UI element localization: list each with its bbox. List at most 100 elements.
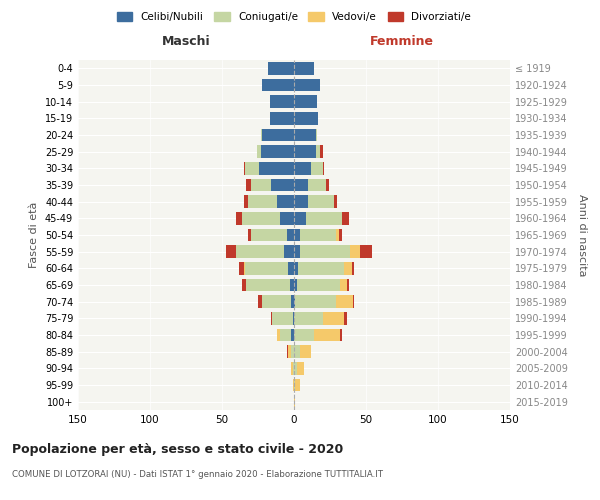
Bar [269, 112, 294, 124]
Bar [294, 379, 295, 391]
Bar [323, 162, 324, 174]
Bar [245, 262, 288, 274]
Bar [244, 196, 248, 208]
Bar [300, 246, 350, 258]
Bar [300, 346, 311, 358]
Bar [269, 96, 294, 108]
Text: Maschi: Maschi [161, 36, 211, 49]
Bar [316, 128, 317, 141]
Bar [294, 96, 317, 108]
Bar [344, 262, 352, 274]
Bar [288, 346, 291, 358]
Bar [294, 79, 320, 92]
Bar [291, 362, 293, 374]
Bar [271, 312, 272, 324]
Bar [257, 146, 261, 158]
Bar [262, 128, 294, 141]
Bar [294, 262, 298, 274]
Bar [360, 246, 372, 258]
Bar [262, 296, 291, 308]
Bar [336, 296, 353, 308]
Bar [268, 62, 294, 74]
Bar [248, 196, 277, 208]
Bar [326, 179, 329, 191]
Bar [340, 279, 347, 291]
Bar [294, 329, 314, 341]
Bar [280, 329, 291, 341]
Bar [287, 229, 294, 241]
Bar [293, 312, 294, 324]
Bar [236, 246, 284, 258]
Bar [259, 162, 294, 174]
Bar [311, 162, 323, 174]
Bar [247, 179, 251, 191]
Bar [294, 396, 295, 408]
Bar [347, 279, 349, 291]
Bar [320, 146, 323, 158]
Bar [294, 279, 297, 291]
Bar [295, 296, 336, 308]
Legend: Celibi/Nubili, Coniugati/e, Vedovi/e, Divorziati/e: Celibi/Nubili, Coniugati/e, Vedovi/e, Di… [113, 8, 475, 26]
Bar [287, 346, 288, 358]
Bar [271, 179, 294, 191]
Bar [258, 296, 262, 308]
Bar [294, 146, 316, 158]
Bar [251, 179, 271, 191]
Bar [294, 179, 308, 191]
Y-axis label: Anni di nascita: Anni di nascita [577, 194, 587, 276]
Bar [244, 262, 245, 274]
Bar [290, 279, 294, 291]
Bar [350, 246, 360, 258]
Bar [226, 246, 236, 258]
Bar [245, 162, 259, 174]
Bar [293, 379, 294, 391]
Bar [294, 62, 314, 74]
Bar [293, 362, 294, 374]
Bar [248, 229, 251, 241]
Bar [239, 262, 244, 274]
Bar [294, 212, 305, 224]
Bar [341, 212, 349, 224]
Bar [294, 362, 297, 374]
Bar [323, 312, 344, 324]
Bar [308, 196, 334, 208]
Bar [242, 212, 280, 224]
Bar [294, 229, 300, 241]
Y-axis label: Fasce di età: Fasce di età [29, 202, 39, 268]
Bar [305, 212, 341, 224]
Bar [308, 179, 326, 191]
Bar [297, 362, 304, 374]
Bar [294, 346, 300, 358]
Bar [353, 296, 355, 308]
Bar [294, 128, 316, 141]
Bar [338, 229, 341, 241]
Bar [294, 296, 295, 308]
Bar [277, 329, 280, 341]
Bar [300, 229, 336, 241]
Bar [316, 146, 320, 158]
Bar [272, 312, 293, 324]
Text: Popolazione per età, sesso e stato civile - 2020: Popolazione per età, sesso e stato civil… [12, 442, 343, 456]
Bar [340, 329, 341, 341]
Bar [295, 379, 300, 391]
Bar [314, 329, 340, 341]
Bar [261, 128, 262, 141]
Text: Femmine: Femmine [370, 36, 434, 49]
Bar [297, 279, 340, 291]
Bar [277, 196, 294, 208]
Text: COMUNE DI LOTZORAI (NU) - Dati ISTAT 1° gennaio 2020 - Elaborazione TUTTITALIA.I: COMUNE DI LOTZORAI (NU) - Dati ISTAT 1° … [12, 470, 383, 479]
Bar [294, 112, 319, 124]
Bar [242, 279, 247, 291]
Bar [291, 329, 294, 341]
Bar [294, 162, 311, 174]
Bar [236, 212, 242, 224]
Bar [352, 262, 355, 274]
Bar [291, 346, 294, 358]
Bar [294, 246, 300, 258]
Bar [251, 229, 287, 241]
Bar [244, 162, 245, 174]
Bar [336, 229, 338, 241]
Bar [280, 212, 294, 224]
Bar [344, 312, 347, 324]
Bar [247, 279, 290, 291]
